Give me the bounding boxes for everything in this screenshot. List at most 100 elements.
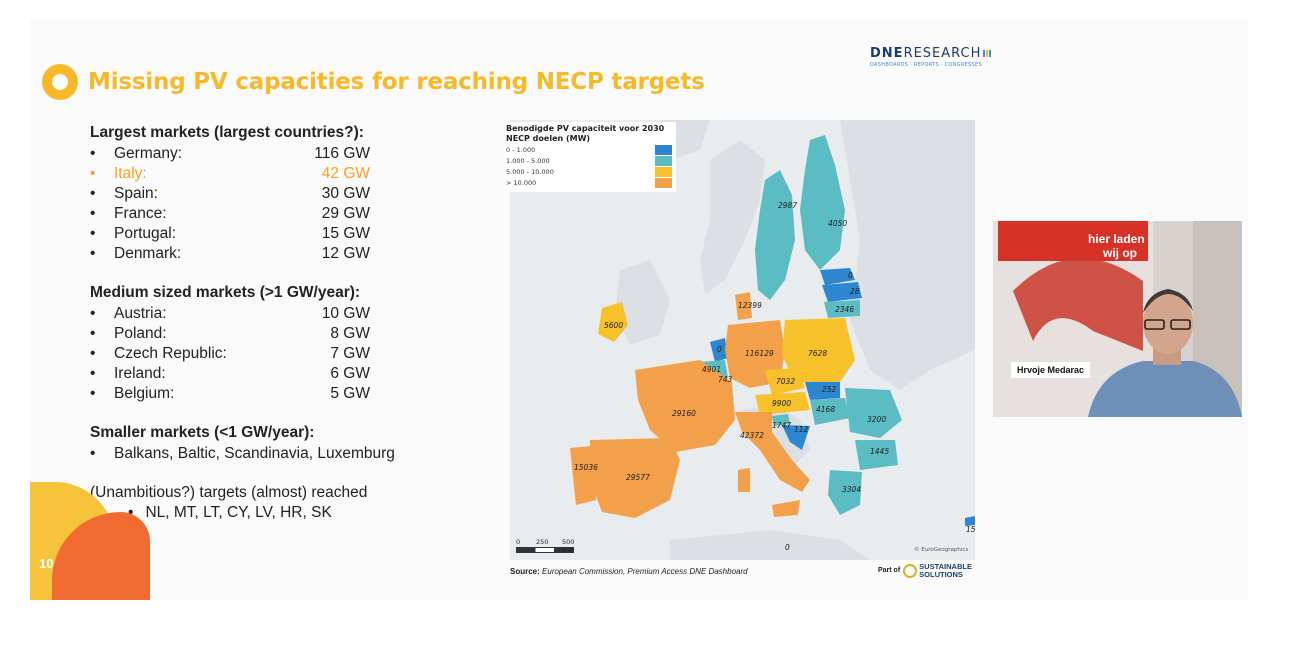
map-copyright: © EuroGeographics [914, 547, 969, 553]
smaller-heading: Smaller markets (<1 GW/year): [90, 424, 315, 441]
logo-main-bold: DNE [870, 46, 904, 61]
unambitious-item: • NL, MT, LT, CY, LV, HR, SK [128, 504, 332, 521]
logo-sub: DASHBOARDS · REPORTS · CONGRESSES [870, 62, 982, 68]
legend-row: 1.000 - 5.000 [506, 155, 672, 166]
scale-label-500: 500 km [562, 538, 575, 554]
source-line: Source: European Commission, Premium Acc… [510, 567, 748, 576]
map-label-poland: 7628 [808, 349, 827, 358]
bulgaria-shape [855, 440, 898, 470]
czech-shape [765, 368, 805, 395]
map-label-ireland: 5600 [604, 321, 623, 330]
presenter-name-tag: Hrvoje Medarac [1011, 362, 1091, 378]
portugal-shape [570, 446, 596, 505]
map-legend: Benodigde PV capaciteit voor 2030 NECP d… [504, 122, 676, 192]
slide-title-row: Missing PV capacities for reaching NECP … [42, 64, 705, 100]
smaller-markets: Smaller markets (<1 GW/year): • Balkans, … [90, 424, 395, 464]
legend-swatch [655, 166, 672, 177]
legend-swatch [655, 177, 672, 188]
unambitious-heading: (Unambitious?) targets (almost) reached [90, 484, 368, 501]
italy-shape [735, 412, 810, 492]
map-label-portugal: 15036 [574, 463, 598, 472]
map-label-cyprus: 15 [966, 525, 975, 534]
map-label-czech: 7032 [776, 377, 795, 386]
map-label-finland: 4050 [828, 219, 847, 228]
map-label-latvia: 28 [850, 287, 860, 296]
scale-label-0: 0 [516, 538, 521, 546]
europe-map: 2987 4050 0 28 2346 12399 5600 0 116129 … [510, 120, 975, 560]
finland-shape [800, 135, 845, 270]
lithuania-shape [824, 300, 860, 318]
spain-shape [590, 438, 680, 518]
map-label-slovenia: 1747 [772, 421, 791, 430]
largest-heading: Largest markets (largest countries?): [90, 124, 364, 141]
page-number: 10 [39, 556, 54, 571]
sardinia-shape [738, 468, 750, 492]
non-eu-east-land [840, 120, 975, 390]
netherlands-shape [710, 338, 728, 362]
great-britain-land [615, 260, 670, 345]
circle-logo-icon [42, 64, 78, 100]
map-label-spain: 29577 [626, 473, 650, 482]
list-item: • Ireland: 6 GW [90, 365, 370, 382]
greece-shape [828, 470, 862, 515]
dne-research-logo: DNERESEARCH DASHBOARDS · REPORTS · CONGR… [870, 46, 992, 68]
latvia-shape [822, 282, 862, 302]
slide-title: Missing PV capacities for reaching NECP … [88, 69, 705, 95]
hungary-shape [810, 398, 850, 425]
list-item: • Belgium: 5 GW [90, 385, 370, 402]
list-item: • Denmark: 12 GW [90, 245, 370, 262]
presenter-video-svg: hier laden wij op [993, 221, 1242, 417]
north-africa-land [670, 530, 870, 560]
austria-shape [755, 392, 810, 415]
europe-map-svg: 2987 4050 0 28 2346 12399 5600 0 116129 … [510, 120, 975, 560]
map-label-greece: 3304 [842, 485, 861, 494]
map-label-denmark: 12399 [738, 301, 762, 310]
denmark-shape [735, 292, 752, 320]
map-label-estonia: 0 [848, 271, 853, 280]
map-scale-bar: 0 250 500 km [516, 538, 576, 554]
cyprus-shape [965, 516, 975, 526]
map-label-france: 29160 [672, 409, 696, 418]
list-item: • Austria: 10 GW [90, 305, 370, 322]
slovakia-shape [805, 382, 840, 400]
list-item: • Portugal: 15 GW [90, 225, 370, 242]
medium-markets: Medium sized markets (>1 GW/year): • Aust… [90, 284, 370, 404]
list-item: • Germany: 116 GW [90, 145, 370, 162]
list-item: • Czech Republic: 7 GW [90, 345, 370, 362]
map-label-austria: 9900 [772, 399, 791, 408]
presenter-video: hier laden wij op [993, 221, 1242, 417]
logo-main-light: RESEARCH [903, 46, 982, 61]
poland-shape [782, 318, 855, 382]
scale-label-250: 250 [536, 538, 549, 546]
medium-heading: Medium sized markets (>1 GW/year): [90, 284, 361, 301]
legend-swatch [655, 155, 672, 166]
legend-row: 5.000 - 10.000 [506, 166, 672, 177]
map-label-bulgaria: 1445 [870, 447, 889, 456]
legend-swatch [655, 144, 672, 155]
sustainable-solutions-icon [903, 563, 918, 578]
map-label-italy: 42372 [740, 431, 764, 440]
legend-title: Benodigde PV capaciteit voor 2030 NECP d… [506, 124, 665, 143]
map-label-slovakia: 252 [822, 385, 837, 394]
ireland-shape [598, 302, 628, 342]
list-item-highlighted: • Italy: 42 GW [90, 165, 370, 182]
list-item: • Balkans, Baltic, Scandinavia, Luxemburg [90, 445, 395, 462]
legend-row: 0 - 1.000 [506, 144, 672, 155]
video-banner-text-1: hier laden [1088, 232, 1145, 246]
map-label-luxemburg: 743 [718, 375, 733, 384]
part-of-logo: Part of SUSTAINABLE SOLUTIONS [878, 562, 972, 579]
norway-land [700, 140, 765, 295]
croatia-shape [782, 425, 810, 450]
slovenia-shape [772, 414, 790, 426]
map-label-belgium: 4901 [702, 365, 721, 374]
map-label-netherlands: 0 [717, 345, 722, 354]
list-item: • Poland: 8 GW [90, 325, 370, 342]
map-label-sweden: 2987 [778, 201, 797, 210]
map-label-lithuania: 2346 [835, 305, 854, 314]
sicily-shape [772, 500, 800, 517]
map-label-hungary: 4168 [816, 405, 835, 414]
video-banner-text-2: wij op [1102, 246, 1137, 260]
estonia-shape [820, 268, 855, 285]
list-item: • Spain: 30 GW [90, 185, 370, 202]
map-label-romania: 3200 [867, 415, 886, 424]
